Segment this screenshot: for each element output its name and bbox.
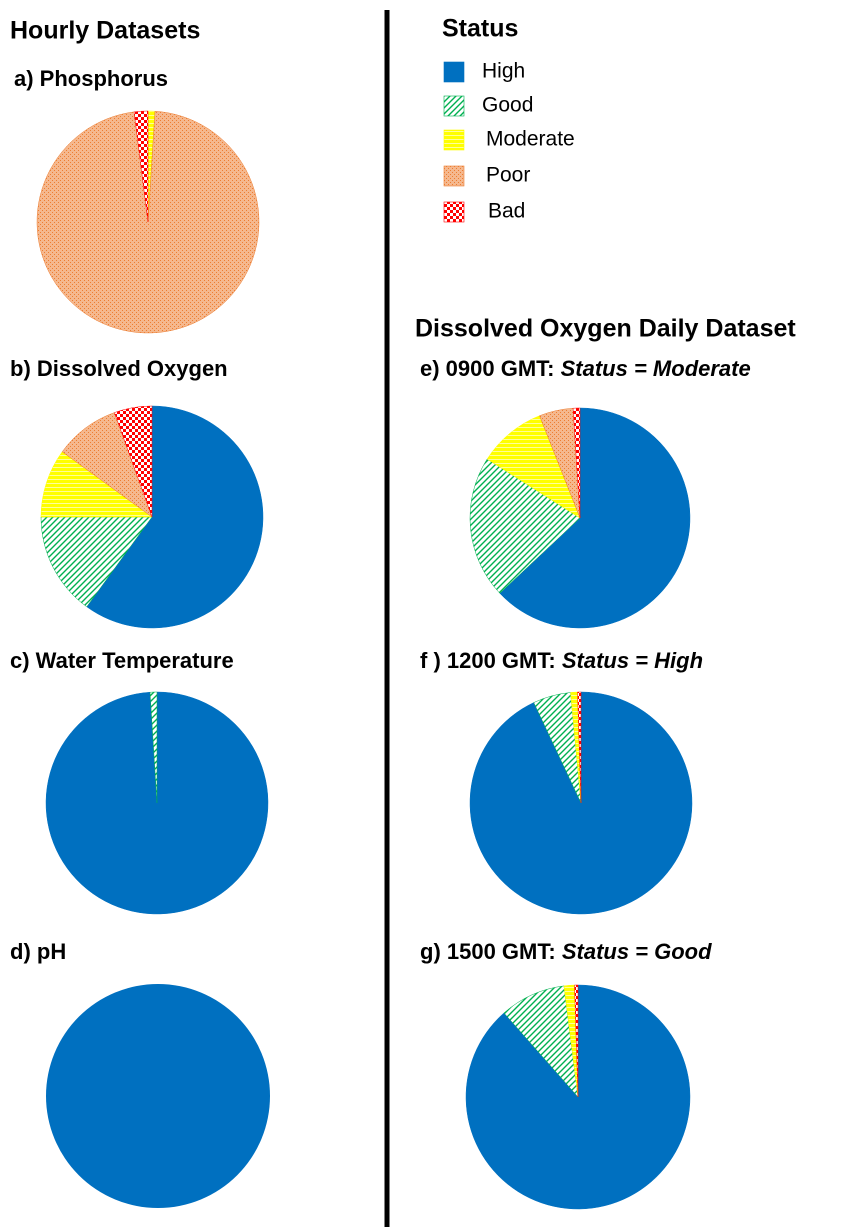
legend-swatch xyxy=(443,129,465,151)
right-header: Dissolved Oxygen Daily Dataset xyxy=(415,315,796,343)
chart-title-text: g) 1500 GMT: xyxy=(420,939,556,964)
chart-title: c) Water Temperature xyxy=(10,648,234,673)
chart-status: Status = Good xyxy=(562,939,712,964)
pie-slice xyxy=(36,110,260,334)
chart-title-text: f ) 1200 GMT: xyxy=(420,648,556,673)
pie-slice xyxy=(86,405,264,629)
chart-title-text: e) 0900 GMT: xyxy=(420,356,555,381)
pie-slice xyxy=(149,691,158,804)
pie-slice xyxy=(469,458,581,594)
legend-label: Moderate xyxy=(486,128,575,151)
legend-swatch xyxy=(443,95,465,117)
pie-slice xyxy=(572,407,581,519)
chart-title: b) Dissolved Oxygen xyxy=(10,356,228,381)
pie-slice xyxy=(46,984,270,1208)
chart-status: Status = High xyxy=(562,648,703,673)
pie-slice xyxy=(133,110,149,223)
left-header: Hourly Datasets xyxy=(10,17,200,45)
chart-title-text: a) Phosphorus xyxy=(14,66,168,91)
chart-title-text: d) pH xyxy=(10,939,66,964)
pie-slice xyxy=(499,407,691,629)
chart-title: f ) 1200 GMT: Status = High xyxy=(420,648,703,673)
pie-slice xyxy=(40,516,153,608)
legend-label: Poor xyxy=(486,164,530,187)
chart-title: a) Phosphorus xyxy=(14,66,168,91)
legend-swatch xyxy=(443,201,465,223)
legend-label: Bad xyxy=(488,200,525,223)
chart-title: d) pH xyxy=(10,939,66,964)
chart-title-text: b) Dissolved Oxygen xyxy=(10,356,228,381)
pie-slice xyxy=(114,405,153,518)
pie-slice xyxy=(574,984,579,1098)
legend-label: Good xyxy=(482,94,533,117)
chart-title: g) 1500 GMT: Status = Good xyxy=(420,939,712,964)
legend-label: High xyxy=(482,60,525,83)
legend-swatch xyxy=(443,165,465,187)
pie-slice xyxy=(577,691,582,804)
legend-swatch xyxy=(443,61,465,83)
chart-title-text: c) Water Temperature xyxy=(10,648,234,673)
legend-title: Status xyxy=(442,15,518,43)
chart-title: e) 0900 GMT: Status = Moderate xyxy=(420,356,751,381)
chart-status: Status = Moderate xyxy=(561,356,751,381)
